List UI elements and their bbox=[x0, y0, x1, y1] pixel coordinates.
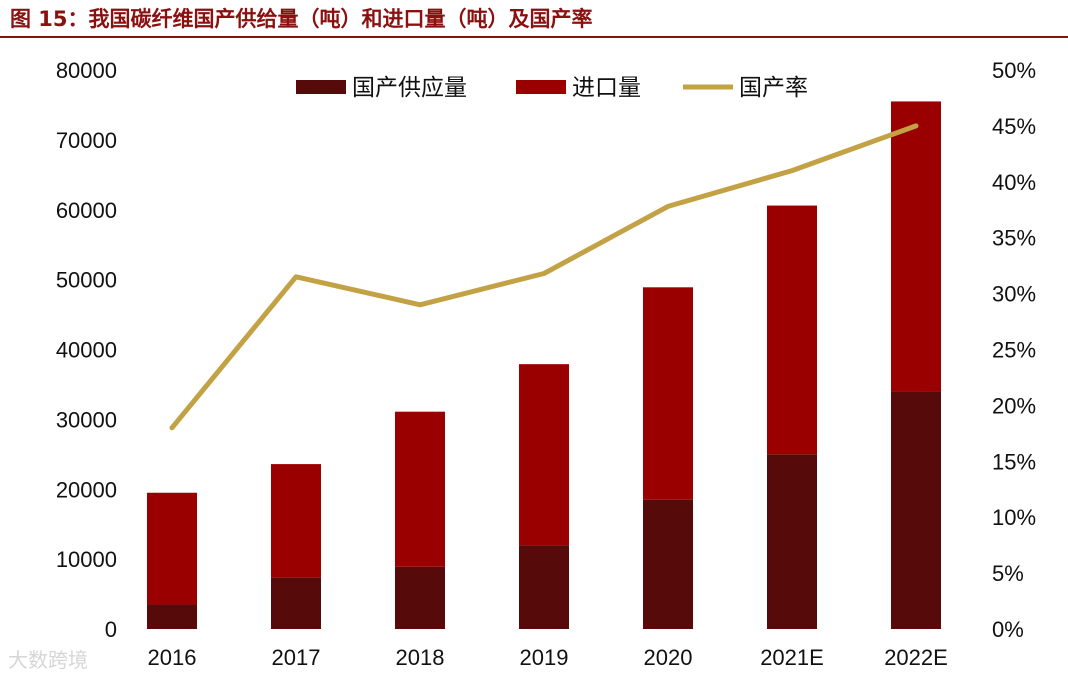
bar-import-2016 bbox=[147, 492, 197, 605]
legend: 国产供应量 进口量 国产率 bbox=[296, 75, 808, 101]
bar-import-2022E bbox=[891, 101, 941, 392]
bar-series-group bbox=[147, 101, 941, 629]
bar-import-2019 bbox=[519, 364, 569, 546]
bar-import-2020 bbox=[643, 287, 693, 500]
bar-import-2017 bbox=[271, 464, 321, 578]
left-axis-tick-label: 50000 bbox=[56, 268, 117, 293]
right-axis-tick-label: 30% bbox=[992, 282, 1036, 307]
right-axis-tick-label: 20% bbox=[992, 393, 1036, 418]
left-axis-tick-label: 20000 bbox=[56, 477, 117, 502]
left-axis-tick-label: 70000 bbox=[56, 128, 117, 153]
bar-domestic-2016 bbox=[147, 604, 197, 629]
bar-domestic-2022E bbox=[891, 391, 941, 629]
left-axis-tick-label: 80000 bbox=[56, 58, 117, 83]
x-axis-tick-label: 2016 bbox=[148, 645, 197, 670]
legend-label-rate: 国产率 bbox=[739, 75, 808, 101]
watermark: 大数跨境 bbox=[8, 648, 88, 672]
rate-line-group bbox=[169, 123, 919, 431]
x-axis-ticks: 2016 2017 2018 2019 2020 2021E 2022E bbox=[148, 645, 948, 670]
x-axis-tick-label: 2019 bbox=[520, 645, 569, 670]
right-axis-tick-label: 0% bbox=[992, 617, 1024, 642]
right-axis-ticks: 0% 5% 10% 15% 20% 25% 30% 35% 40% 45% 50% bbox=[992, 58, 1036, 642]
bar-import-2021E bbox=[767, 205, 817, 455]
left-axis-tick-label: 0 bbox=[105, 617, 117, 642]
left-axis-tick-label: 30000 bbox=[56, 407, 117, 432]
left-axis-ticks: 0 10000 20000 30000 40000 50000 60000 70000 8000… bbox=[56, 58, 117, 642]
caption-rule bbox=[0, 36, 1068, 38]
right-axis-tick-label: 40% bbox=[992, 170, 1036, 195]
legend-label-domestic: 国产供应量 bbox=[352, 75, 467, 101]
x-axis-tick-label: 2020 bbox=[644, 645, 693, 670]
x-axis-tick-label: 2022E bbox=[884, 645, 948, 670]
left-axis-tick-label: 40000 bbox=[56, 338, 117, 363]
right-axis-tick-label: 50% bbox=[992, 58, 1036, 83]
legend-label-import: 进口量 bbox=[572, 75, 641, 101]
x-axis-tick-label: 2017 bbox=[272, 645, 321, 670]
right-axis-tick-label: 45% bbox=[992, 114, 1036, 139]
bar-domestic-2019 bbox=[519, 545, 569, 629]
right-axis-tick-label: 5% bbox=[992, 561, 1024, 586]
right-axis-tick-label: 25% bbox=[992, 338, 1036, 363]
left-axis-tick-label: 60000 bbox=[56, 198, 117, 223]
bar-domestic-2021E bbox=[767, 454, 817, 629]
chart-caption: 图 15：我国碳纤维国产供给量（吨）和进口量（吨）及国产率 bbox=[10, 7, 593, 31]
right-axis-tick-label: 35% bbox=[992, 226, 1036, 251]
x-axis-tick-label: 2021E bbox=[760, 645, 824, 670]
bar-domestic-2017 bbox=[271, 577, 321, 629]
x-axis-tick-label: 2018 bbox=[396, 645, 445, 670]
right-axis-tick-label: 10% bbox=[992, 505, 1036, 530]
bar-domestic-2018 bbox=[395, 566, 445, 629]
right-axis-tick-label: 15% bbox=[992, 449, 1036, 474]
bar-import-2018 bbox=[395, 411, 445, 567]
legend-swatch-import bbox=[516, 80, 566, 94]
legend-swatch-domestic bbox=[296, 80, 346, 94]
bar-domestic-2020 bbox=[643, 499, 693, 629]
left-axis-tick-label: 10000 bbox=[56, 547, 117, 572]
